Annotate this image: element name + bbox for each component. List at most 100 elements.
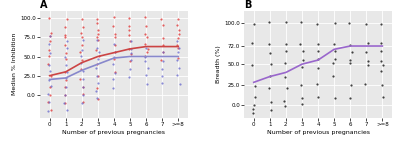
Point — [64, 18, 70, 21]
Point — [62, 94, 68, 97]
Text: B: B — [244, 0, 252, 10]
Point — [62, 26, 68, 28]
Point — [48, 32, 54, 34]
Point — [94, 32, 101, 35]
Point — [160, 43, 166, 46]
Point — [112, 72, 118, 74]
Point — [174, 59, 180, 61]
Point — [252, 85, 258, 87]
Point — [45, 109, 52, 112]
Point — [111, 58, 118, 61]
Point — [79, 102, 86, 104]
Point — [142, 16, 148, 19]
Point — [48, 85, 54, 87]
Point — [45, 55, 52, 57]
Y-axis label: Median % Inhibition: Median % Inhibition — [12, 33, 17, 95]
Point — [95, 29, 102, 32]
Point — [80, 94, 86, 96]
Point — [174, 47, 181, 50]
Point — [176, 33, 182, 35]
Point — [127, 48, 134, 50]
Point — [45, 101, 51, 104]
Point — [46, 43, 52, 45]
Point — [252, 95, 258, 98]
Point — [93, 39, 100, 42]
Point — [378, 23, 384, 25]
Point — [79, 48, 86, 51]
X-axis label: Number of previous pregnancies: Number of previous pregnancies — [266, 130, 370, 135]
Point — [111, 16, 117, 18]
Point — [330, 75, 336, 77]
Point — [95, 39, 101, 42]
Point — [45, 93, 52, 95]
Point — [331, 43, 337, 45]
Point — [176, 67, 182, 70]
Point — [348, 50, 355, 53]
Point — [63, 79, 69, 81]
Point — [94, 35, 100, 38]
Point — [80, 86, 86, 88]
Point — [126, 76, 132, 78]
Point — [364, 42, 371, 44]
Point — [128, 53, 134, 55]
Point — [128, 40, 134, 42]
Point — [93, 22, 100, 24]
Point — [314, 23, 320, 25]
Point — [61, 102, 68, 105]
Point — [96, 51, 102, 53]
Point — [378, 50, 384, 53]
Point — [174, 74, 180, 76]
Point — [249, 64, 256, 66]
Point — [63, 85, 69, 88]
Point — [78, 55, 84, 58]
Point — [174, 24, 180, 26]
Point — [80, 26, 86, 28]
Point — [142, 55, 148, 57]
Point — [95, 75, 102, 77]
Point — [267, 109, 274, 111]
Point — [62, 71, 68, 74]
Point — [47, 94, 54, 96]
Point — [47, 52, 53, 54]
Point — [250, 112, 256, 114]
Point — [174, 56, 181, 59]
Point — [126, 48, 132, 50]
Point — [95, 58, 102, 61]
Point — [315, 58, 322, 60]
Point — [62, 33, 68, 36]
Point — [45, 48, 52, 51]
Point — [78, 67, 84, 70]
Point — [314, 96, 321, 98]
Point — [80, 93, 86, 95]
Point — [298, 84, 304, 86]
Point — [93, 89, 100, 92]
Point — [79, 70, 86, 72]
Point — [283, 43, 290, 45]
Point — [315, 67, 322, 69]
Text: A: A — [40, 0, 48, 10]
Point — [47, 40, 53, 42]
Point — [46, 79, 52, 81]
Point — [45, 64, 52, 66]
Point — [268, 100, 274, 103]
Point — [77, 77, 84, 80]
Point — [63, 77, 69, 80]
Point — [125, 29, 132, 31]
Point — [251, 104, 258, 106]
Point — [284, 87, 290, 90]
Point — [78, 31, 84, 34]
Point — [347, 97, 353, 99]
Point — [94, 87, 100, 89]
Point — [64, 109, 70, 111]
Point — [282, 50, 289, 52]
Point — [315, 43, 321, 45]
Point — [78, 18, 85, 20]
Point — [331, 97, 338, 99]
Point — [331, 22, 338, 25]
Point — [112, 36, 118, 38]
Point — [144, 36, 150, 39]
Point — [174, 50, 181, 53]
Point — [112, 71, 118, 74]
Point — [347, 62, 353, 64]
Point — [79, 35, 85, 38]
